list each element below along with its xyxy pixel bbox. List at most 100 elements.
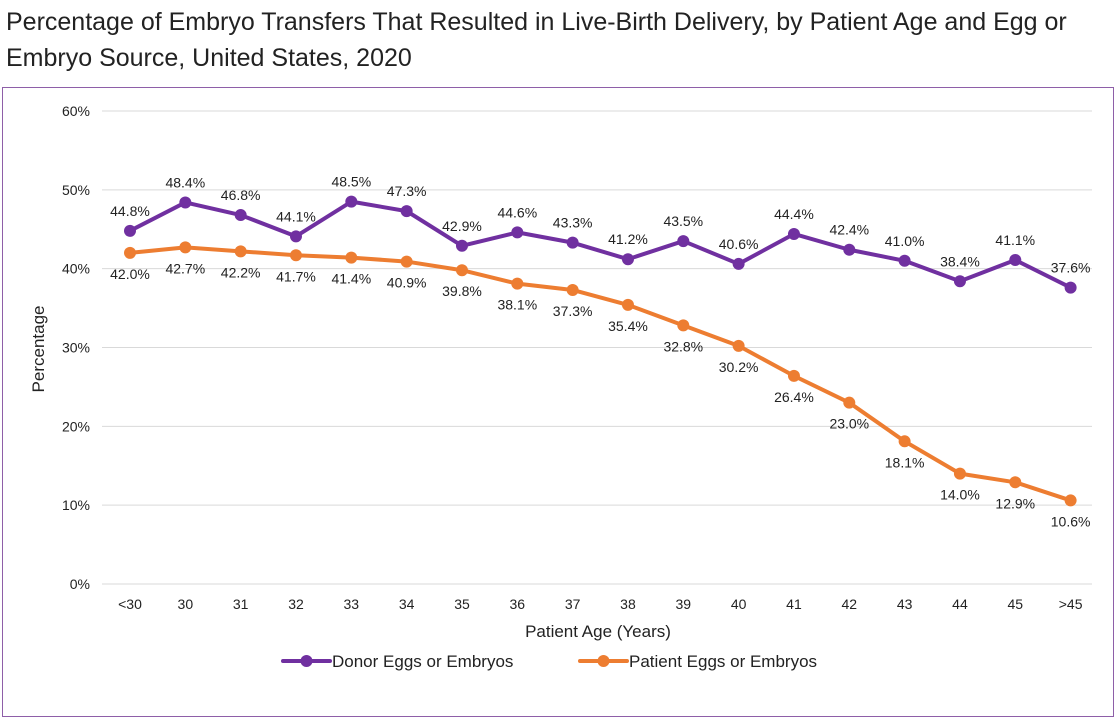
data-label: 23.0% (829, 416, 869, 432)
data-point (345, 251, 358, 264)
x-tick-label: 37 (565, 596, 581, 612)
data-point (124, 246, 136, 259)
legend-marker (300, 655, 313, 667)
data-label: 14.0% (940, 487, 980, 503)
data-point (898, 254, 911, 267)
data-point (345, 195, 358, 208)
series-line (128, 199, 1073, 290)
x-tick-label: 41 (786, 596, 802, 612)
data-label: 48.5% (331, 174, 371, 190)
data-point (1009, 253, 1022, 266)
data-label: 35.4% (608, 318, 648, 334)
data-point (843, 396, 856, 409)
x-tick-label: 38 (620, 596, 636, 612)
data-label: 37.6% (1051, 260, 1091, 276)
x-axis-title: Patient Age (Years) (525, 622, 671, 641)
data-label: 42.2% (221, 264, 261, 280)
legend-label: Patient Eggs or Embryos (629, 652, 817, 671)
data-label: 43.3% (553, 215, 593, 231)
data-point (787, 369, 800, 382)
data-point (843, 243, 856, 256)
legend: Donor Eggs or Embryos Patient Eggs or Emb… (281, 652, 817, 671)
x-tick-label: 45 (1007, 596, 1023, 612)
y-tick-label: 20% (62, 418, 90, 434)
data-point (677, 319, 690, 332)
series-group (124, 195, 1077, 507)
x-tick-label: 30 (178, 596, 194, 612)
data-point (234, 209, 247, 222)
data-label: 41.2% (608, 231, 648, 247)
x-tick-label: 32 (288, 596, 304, 612)
data-label: 39.8% (442, 283, 482, 299)
data-point (1009, 476, 1022, 489)
legend-marker (597, 655, 610, 667)
data-point (400, 255, 413, 268)
data-point (898, 435, 911, 448)
data-label: 26.4% (774, 389, 814, 405)
series-line (128, 245, 1073, 503)
data-point (400, 205, 413, 218)
y-tick-label: 60% (62, 103, 90, 119)
data-point (566, 236, 579, 249)
data-label: 42.7% (165, 260, 205, 276)
line-chart: 0% 10% 20% 30% 40% 50% 60% <30 30 31 32 33 34 35 36 37… (29, 103, 1092, 671)
y-tick-label: 50% (62, 182, 90, 198)
legend-item: Patient Eggs or Embryos (578, 652, 817, 671)
data-labels: 44.8% 48.4% 46.8% 44.1% 48.5% 47.3% 42.9% 44.6%… (110, 174, 1090, 530)
y-axis-title: Percentage (29, 306, 48, 393)
data-label: 41.7% (276, 268, 316, 284)
data-label: 38.4% (940, 253, 980, 269)
y-tick-label: 30% (62, 340, 90, 356)
data-label: 30.2% (719, 359, 759, 375)
data-point (732, 257, 745, 270)
x-tick-label: 42 (842, 596, 858, 612)
chart-title: Percentage of Embryo Transfers That Resu… (6, 8, 1067, 72)
data-point (124, 224, 136, 237)
x-tick-label: 39 (676, 596, 692, 612)
legend-item: Donor Eggs or Embryos (281, 652, 513, 671)
y-tick-label: 0% (70, 576, 90, 592)
data-label: 42.4% (829, 222, 869, 238)
data-point (787, 227, 800, 240)
data-label: 44.4% (774, 206, 814, 222)
data-point (732, 339, 745, 352)
data-label: 44.1% (276, 208, 316, 224)
data-point (179, 196, 192, 209)
data-label: 40.9% (387, 275, 427, 291)
data-point (953, 467, 966, 480)
legend-label: Donor Eggs or Embryos (332, 652, 513, 671)
data-label: 48.4% (165, 174, 205, 190)
data-label: 47.3% (387, 183, 427, 199)
y-tick-label: 40% (62, 261, 90, 277)
data-label: 12.9% (995, 495, 1035, 511)
data-point (621, 298, 634, 311)
data-label: 40.6% (719, 236, 759, 252)
data-label: 41.0% (885, 233, 925, 249)
data-label: 37.3% (553, 303, 593, 319)
x-tick-label: 40 (731, 596, 747, 612)
x-tick-label: 44 (952, 596, 968, 612)
data-point (234, 245, 247, 258)
x-tick-label: 35 (454, 596, 470, 612)
data-point (1064, 494, 1077, 507)
data-label: 44.6% (497, 204, 537, 220)
data-label: 46.8% (221, 187, 261, 203)
data-label: 43.5% (663, 213, 703, 229)
y-tick-label: 10% (62, 497, 90, 513)
data-point (455, 264, 468, 277)
x-tick-label: 31 (233, 596, 249, 612)
x-tick-label: 34 (399, 596, 415, 612)
data-label: 42.9% (442, 218, 482, 234)
data-point (621, 253, 634, 266)
gridlines (102, 110, 1092, 585)
data-label: 18.1% (885, 454, 925, 470)
data-label: 42.0% (110, 266, 150, 282)
data-label: 32.8% (663, 338, 703, 354)
x-tick-label: 33 (344, 596, 360, 612)
data-point (953, 275, 966, 288)
data-point (566, 283, 579, 296)
data-point (511, 277, 524, 290)
data-label: 38.1% (497, 297, 537, 313)
data-point (289, 230, 302, 243)
y-axis-ticks: 0% 10% 20% 30% 40% 50% 60% (62, 103, 90, 592)
